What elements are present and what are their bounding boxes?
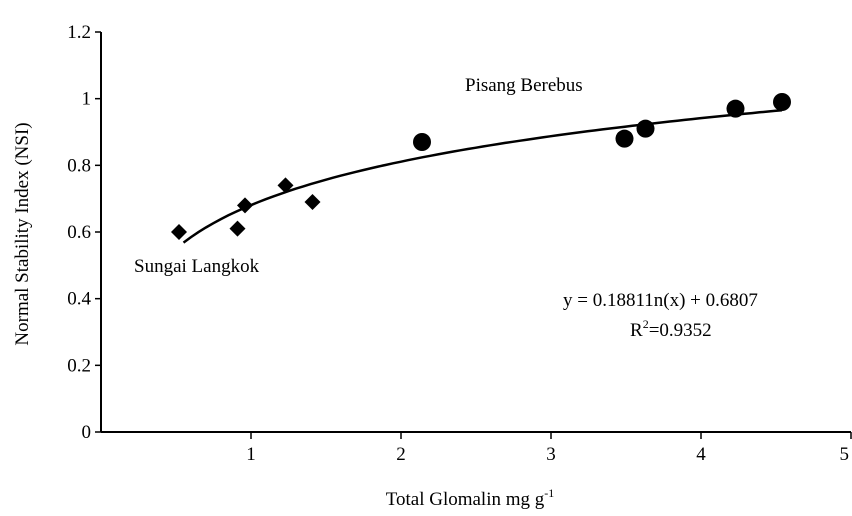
data-point-diamond: [229, 220, 246, 237]
x-axis-label-superscript: -1: [544, 486, 554, 500]
y-tick-label: 0.6: [67, 222, 91, 243]
y-ticks: 0 0.2 0.4 0.6 0.8 1 1.2: [67, 22, 101, 443]
series-label-sungai-langkok: Sungai Langkok: [134, 256, 260, 277]
y-tick-label: 1: [82, 89, 92, 110]
trendline-group: [182, 108, 783, 244]
y-tick-label: 0.4: [67, 289, 91, 310]
data-points: [171, 93, 791, 240]
y-tick-label: 1.2: [67, 22, 91, 43]
x-axis-label: Total Glomalin mg g-1: [386, 486, 555, 510]
r-squared-prefix: R: [630, 320, 643, 341]
data-point-circle: [413, 133, 431, 151]
data-point-diamond: [237, 197, 253, 214]
y-axis-label: Normal Stability Index (NSI): [12, 122, 33, 345]
y-tick-label: 0.8: [67, 155, 91, 176]
x-tick-label: 4: [696, 444, 706, 465]
data-point-circle: [615, 129, 634, 148]
data-point-diamond: [171, 224, 187, 240]
data-point-circle: [636, 119, 655, 138]
x-tick-label: 3: [546, 444, 556, 465]
x-tick-label: 2: [396, 444, 406, 465]
data-point-circle: [773, 93, 791, 111]
trendline: [182, 108, 783, 244]
data-point-diamond: [277, 177, 294, 194]
trendline-equation: y = 0.18811n(x) + 0.6807: [563, 290, 758, 311]
r-squared-value: =0.9352: [649, 320, 712, 341]
series-label-pisang-berebus: Pisang Berebus: [465, 75, 583, 96]
x-axis-label-main: Total Glomalin mg g: [386, 489, 545, 510]
x-ticks: 1 2 3 4 5: [246, 432, 852, 465]
y-tick-label: 0.2: [67, 355, 91, 376]
r-squared-label: R2=0.9352: [630, 317, 712, 341]
data-point-circle: [726, 99, 745, 118]
data-point-diamond: [304, 194, 321, 210]
x-tick-label: 5: [840, 444, 850, 465]
r-squared-superscript: 2: [643, 317, 649, 331]
x-tick-label: 1: [246, 444, 256, 465]
y-tick-label: 0: [82, 422, 92, 443]
